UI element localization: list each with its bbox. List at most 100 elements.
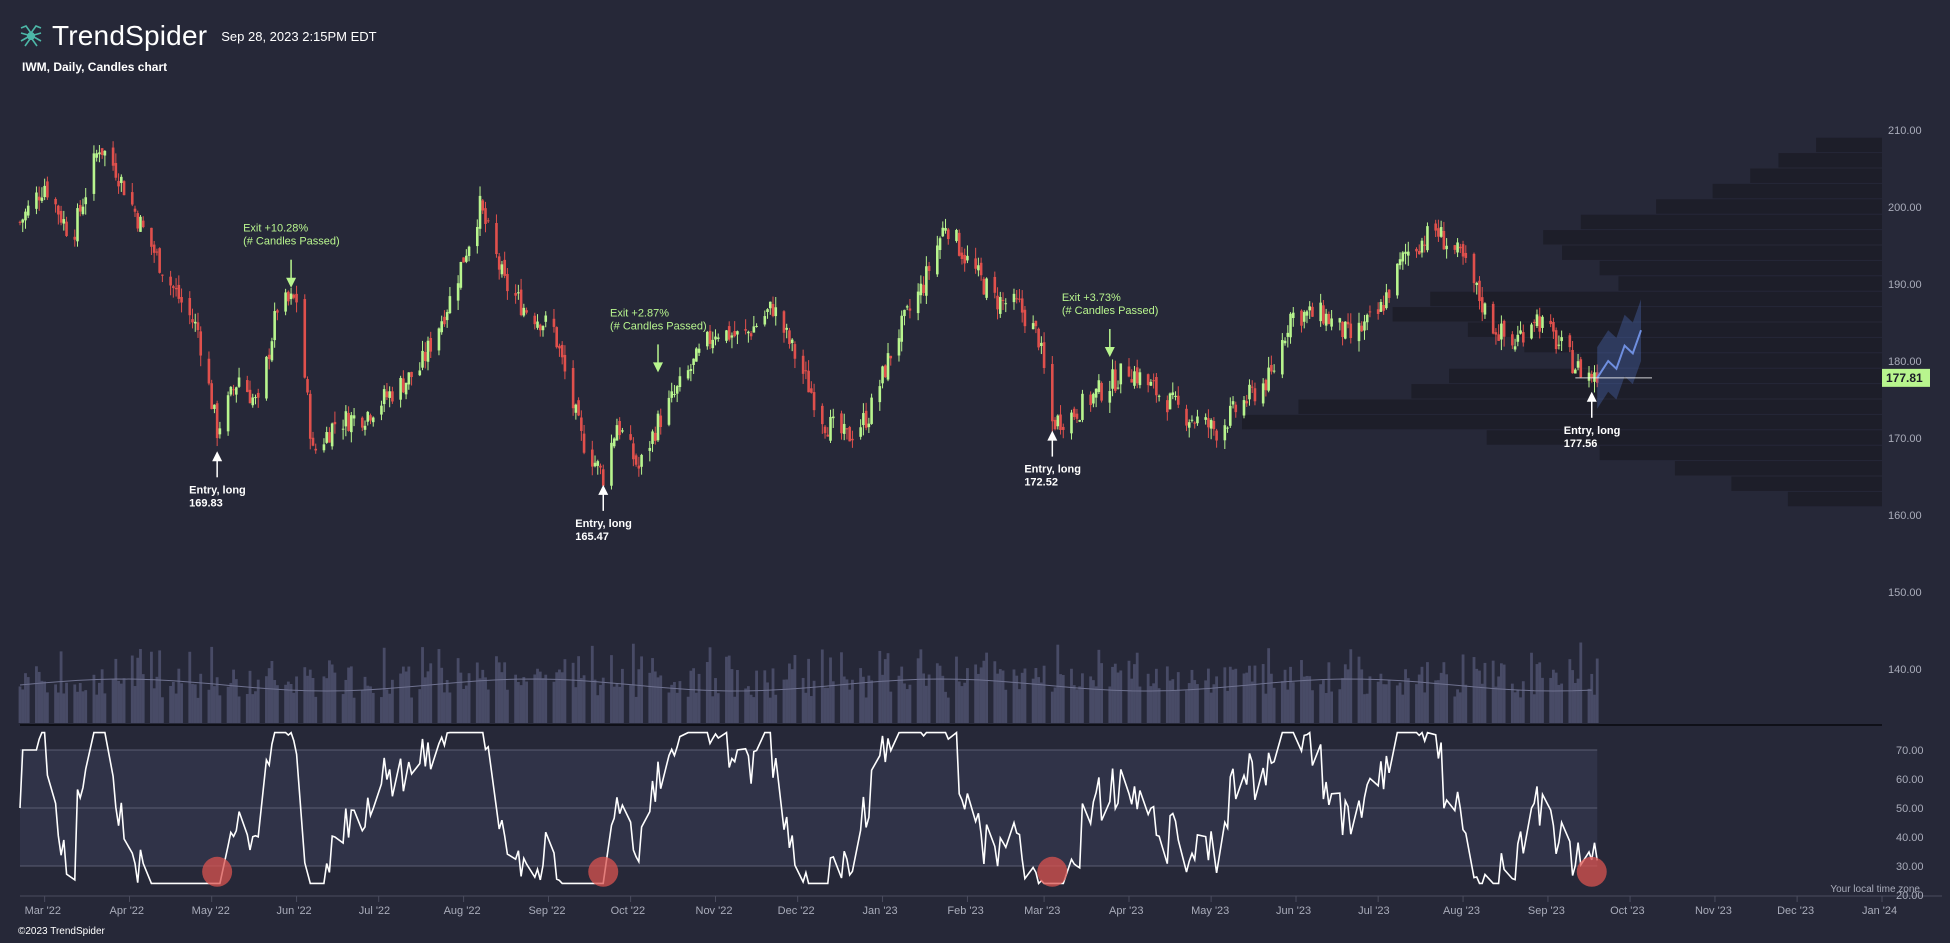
entry-arrow-up-icon — [1047, 430, 1058, 441]
volume-bar — [380, 697, 383, 723]
candle-body — [174, 287, 178, 290]
volume-bar — [65, 682, 68, 723]
volume-bar — [1061, 675, 1065, 723]
candle-body — [563, 354, 567, 372]
volume-bar — [673, 682, 676, 723]
time-axis-tick: Dec '23 — [1777, 905, 1814, 917]
volume-bar — [640, 656, 643, 723]
volume-bar — [771, 668, 775, 723]
candle-body — [730, 335, 734, 338]
time-axis-tick: Oct '23 — [1610, 905, 1645, 917]
time-axis-tick: Dec '22 — [778, 905, 815, 917]
volume-bar — [1308, 676, 1312, 723]
candle-body — [237, 377, 241, 387]
rsi-oversold-marker — [1576, 856, 1607, 887]
volume-bar — [40, 680, 44, 723]
volume-bar — [119, 683, 123, 723]
candle-body — [705, 331, 709, 347]
candle-body — [831, 416, 835, 419]
volume-bar — [1445, 674, 1449, 723]
volume-bar — [267, 668, 271, 723]
volume-bar — [103, 693, 107, 723]
candle-body — [1097, 380, 1101, 392]
candle-body — [1166, 400, 1169, 413]
volume-bar — [1579, 642, 1583, 723]
candle-body — [218, 428, 222, 435]
candle-body — [1207, 418, 1210, 428]
candle-body — [1437, 228, 1440, 237]
volume-bar — [1094, 686, 1098, 723]
candle-body — [1138, 372, 1142, 386]
volume-bar — [1343, 664, 1347, 723]
volume-bar — [1072, 685, 1076, 723]
volume-bar — [763, 670, 767, 723]
candle-body — [1406, 251, 1410, 256]
brand-logo[interactable]: TrendSpider — [18, 20, 207, 52]
volume-bar — [111, 679, 115, 723]
candle-body — [1349, 323, 1353, 339]
candle-body — [1302, 312, 1306, 322]
candle-body — [936, 245, 939, 275]
volume-bar — [448, 692, 452, 723]
rsi-oversold-marker — [1037, 856, 1068, 887]
candle-body — [448, 296, 452, 314]
volume-bar — [1417, 674, 1421, 723]
candle-body — [1053, 419, 1057, 430]
volume-bar — [1190, 669, 1194, 723]
candle-body — [371, 417, 375, 423]
volume-bar — [56, 692, 60, 723]
candle-body — [26, 205, 30, 216]
candle-body — [621, 430, 624, 432]
volume-bar — [1283, 669, 1287, 723]
candle-body — [330, 423, 334, 447]
volume-bar — [831, 681, 835, 723]
volume-bar — [590, 645, 594, 723]
volume-bar — [289, 684, 293, 723]
candle-body — [1459, 246, 1462, 249]
volume-bar — [631, 643, 635, 723]
candle-body — [1111, 369, 1114, 389]
candle-body — [552, 318, 556, 327]
volume-bar — [62, 693, 66, 723]
volume-bar — [744, 688, 748, 723]
volume-bar — [1020, 672, 1024, 723]
candle-body — [692, 358, 695, 365]
header: TrendSpider Sep 28, 2023 2:15PM EDT — [18, 20, 377, 52]
volume-bar — [957, 681, 961, 723]
candle-body — [333, 421, 337, 425]
volume-bar — [1341, 678, 1344, 723]
volume-bar — [1472, 657, 1476, 723]
volume-bar — [1571, 670, 1574, 723]
exit-sub-label: (# Candles Passed) — [1062, 305, 1159, 317]
candle-body — [180, 297, 183, 303]
volume-bar — [295, 676, 298, 723]
candle-body — [1171, 392, 1175, 395]
volume-bar — [369, 686, 372, 723]
volume-bar — [421, 647, 424, 723]
volume-bar — [314, 696, 318, 723]
candle-body — [1133, 371, 1136, 386]
volume-profile-bar — [1656, 199, 1882, 214]
candle-body — [177, 284, 181, 299]
volume-bar — [1223, 667, 1227, 723]
candle-body — [445, 312, 449, 321]
volume-bar — [440, 667, 444, 723]
volume-bar — [292, 692, 296, 723]
candle-body — [1270, 364, 1273, 372]
candle-body — [273, 311, 276, 341]
volume-bar — [328, 660, 331, 723]
candle-body — [848, 427, 851, 442]
candle-body — [979, 262, 983, 276]
volume-bar — [927, 674, 931, 723]
candle-body — [388, 391, 391, 398]
volume-bar — [418, 689, 422, 723]
candle-body — [1417, 251, 1421, 255]
volume-bar — [1176, 672, 1180, 723]
candle-body — [946, 229, 950, 240]
volume-bar — [1037, 677, 1041, 723]
volume-bar — [265, 676, 268, 723]
volume-bar — [1401, 694, 1405, 723]
candle-body — [1196, 416, 1199, 424]
candle-body — [481, 200, 485, 211]
